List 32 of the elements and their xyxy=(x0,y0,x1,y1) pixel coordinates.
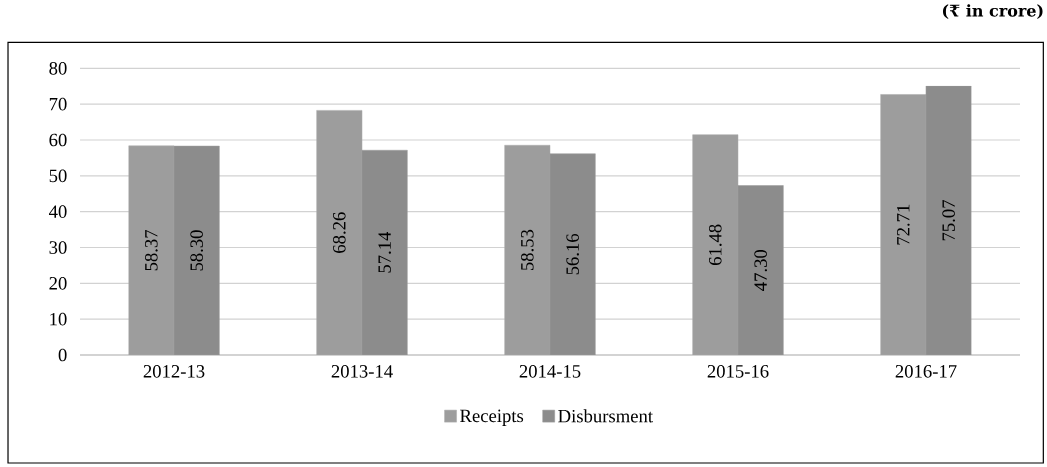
y-tick-label: 60 xyxy=(49,133,67,147)
y-tick-label: 80 xyxy=(49,62,67,75)
data-label: 57.14 xyxy=(378,231,391,273)
data-label: 58.30 xyxy=(190,230,204,271)
legend-label: Disbursment xyxy=(558,409,653,423)
y-tick-label: 10 xyxy=(50,312,67,326)
bar xyxy=(361,149,408,355)
bar xyxy=(549,153,596,355)
text: (₹ in crore) xyxy=(942,4,1043,19)
y-tick-label: 20 xyxy=(49,277,67,290)
x-tick-label: 2015-16 xyxy=(707,365,769,378)
y-tick-label: 50 xyxy=(49,169,67,183)
y-tick-label: 70 xyxy=(49,97,67,111)
x-tick-label: 2012-13 xyxy=(143,365,205,378)
y-tick-label: 40 xyxy=(48,205,67,218)
x-tick-label: 2013-14 xyxy=(331,365,393,378)
data-label: 58.53 xyxy=(520,229,534,271)
y-tick-label: 30 xyxy=(49,241,67,254)
y-tick-label: 0 xyxy=(58,348,67,362)
legend-label: Receipts xyxy=(460,409,524,426)
x-tick-label: 2016-17 xyxy=(895,365,957,378)
data-label: 61.48 xyxy=(708,224,722,266)
data-label: 58.37 xyxy=(144,229,158,271)
data-label: 75.07 xyxy=(942,200,956,241)
data-label: 68.26 xyxy=(332,212,346,253)
bar xyxy=(925,85,972,355)
x-tick-label: 2014-15 xyxy=(519,365,581,378)
data-label: 72.71 xyxy=(897,204,910,245)
bar xyxy=(737,185,784,355)
data-label: 56.16 xyxy=(566,233,579,275)
data-label: 47.30 xyxy=(754,249,768,291)
bar xyxy=(173,145,220,355)
